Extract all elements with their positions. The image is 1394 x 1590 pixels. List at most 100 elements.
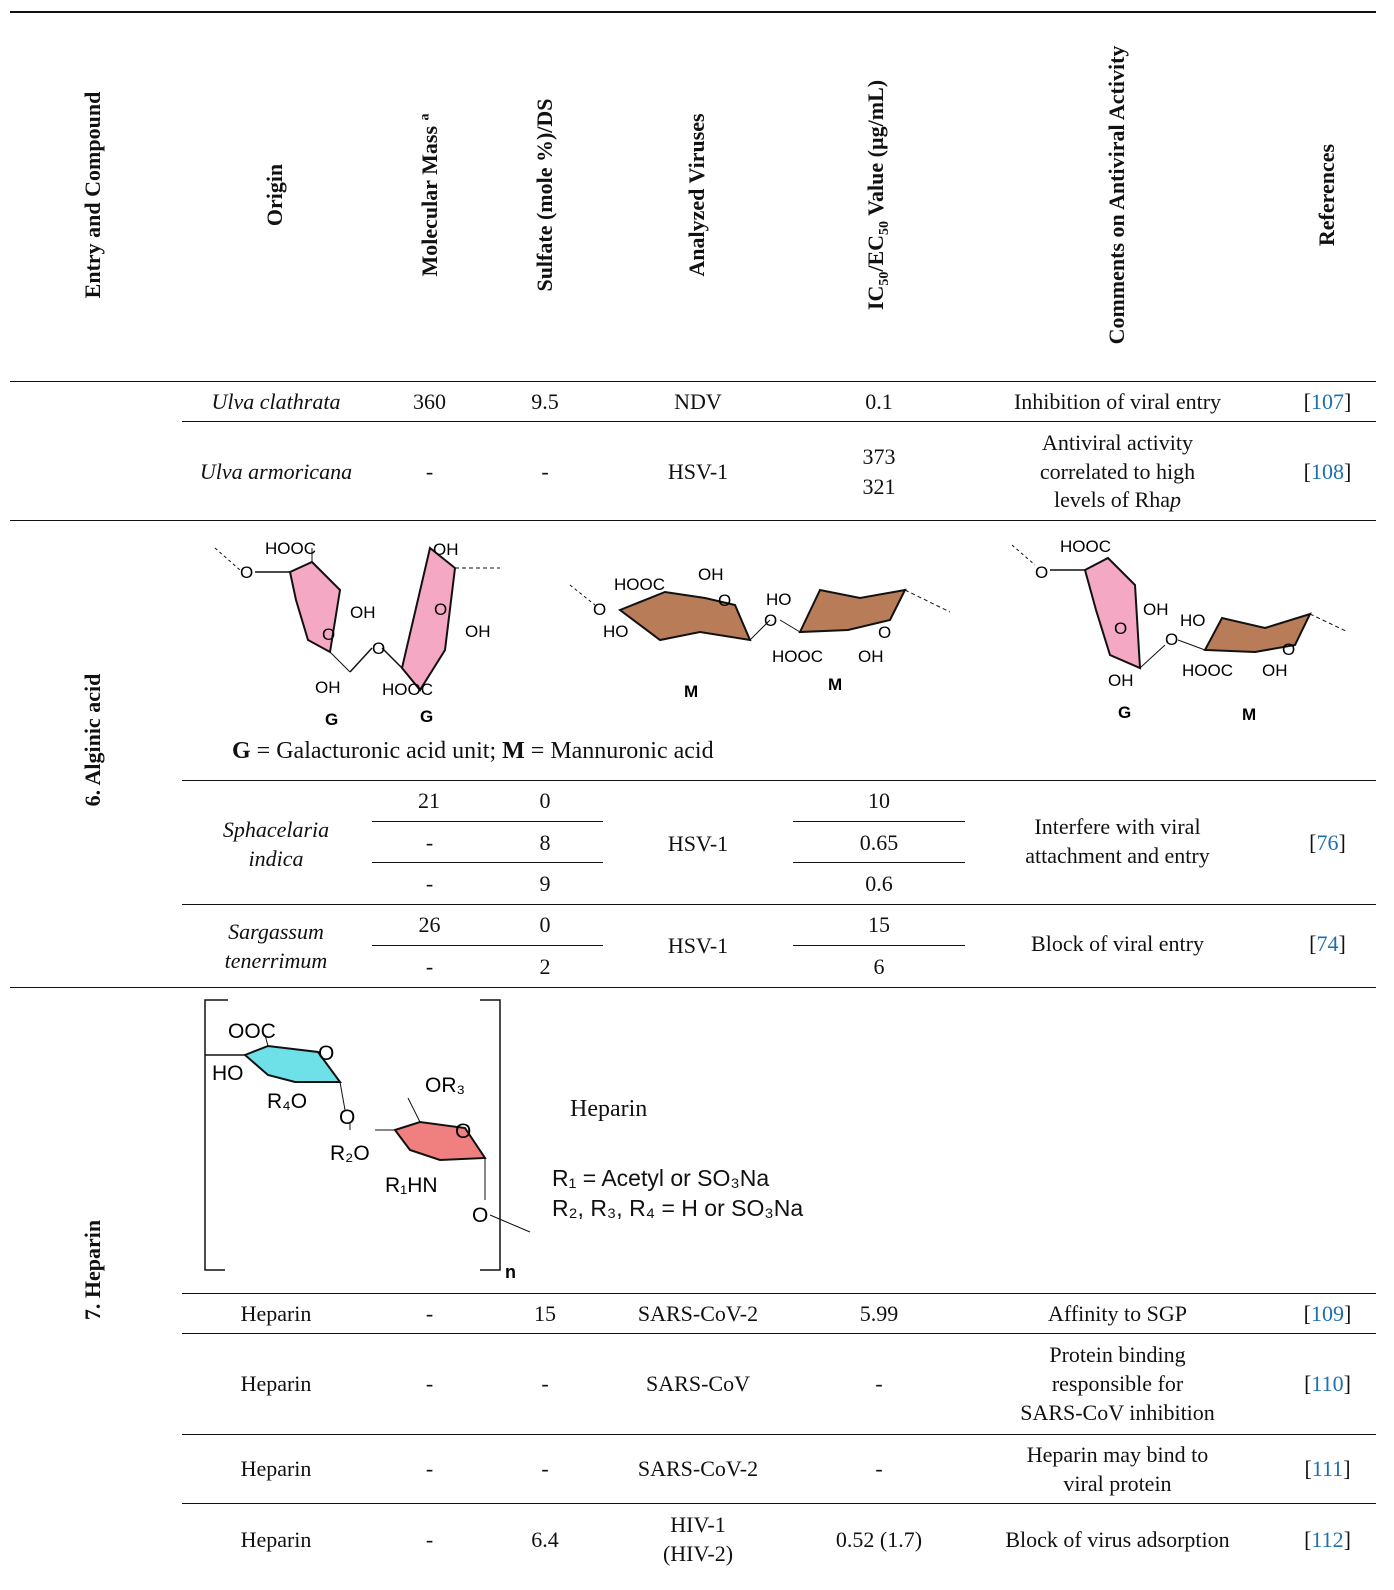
r7-comment1: Heparin may bind to [1026, 1442, 1209, 1467]
sub-rule [372, 945, 603, 946]
r2-origin: Ulva armoricana [199, 459, 353, 484]
r8-virus2: (HIV-2) [662, 1541, 734, 1566]
or3-group: OR₃ [425, 1074, 465, 1097]
hooc-group: HOOC [1182, 661, 1233, 680]
r4-virus: HSV-1 [667, 933, 729, 958]
sub-rule [372, 862, 603, 863]
r1hn-group: R₁HN [385, 1174, 438, 1197]
ref-bracket: ] [1343, 1527, 1351, 1552]
r3-ref[interactable]: [76] [1290, 828, 1365, 857]
o-atom: O [1165, 630, 1178, 649]
r8-mass: - [425, 1527, 434, 1552]
oh-group: OH [1143, 600, 1169, 619]
o-atom: O [240, 563, 253, 582]
ref-link[interactable]: 112 [1311, 1527, 1344, 1552]
o-atom: O [339, 1106, 355, 1129]
ref-link[interactable]: 76 [1316, 830, 1339, 855]
heparin-def1: R₁ = Acetyl or SO₃Na [552, 1165, 770, 1191]
r2-virus: HSV-1 [667, 459, 729, 484]
r1-ref[interactable]: [107] [1290, 387, 1365, 416]
r3-comment1: Interfere with viral [1034, 814, 1201, 839]
oh-group: OH [315, 678, 341, 697]
ref-bracket: [ [1304, 1456, 1312, 1481]
r1-origin: Ulva clathrata [211, 389, 341, 414]
r4-ref[interactable]: [74] [1290, 929, 1365, 958]
r5-ref[interactable]: [109] [1290, 1299, 1365, 1328]
r5-ic: 5.99 [859, 1301, 899, 1326]
r7-ref[interactable]: [111] [1290, 1454, 1365, 1483]
ho-group: HO [766, 590, 792, 609]
ref-link[interactable]: 108 [1311, 459, 1344, 484]
r5-sulfate: 15 [534, 1301, 556, 1326]
oh-group: OH [858, 647, 884, 666]
header-refs: References [1314, 143, 1339, 247]
o-atom: O [593, 600, 606, 619]
r3-ic3: 0.6 [865, 871, 893, 896]
header-sulfate: Sulfate (mole %)/DS [532, 98, 557, 292]
heparin-structure: OOC O HO R₄O O OR₃ O R₂O R₁HN O n [204, 999, 531, 1282]
ref-link[interactable]: 110 [1311, 1371, 1344, 1396]
ho-group: HO [603, 622, 629, 641]
oh-group: OH [433, 540, 459, 559]
ref-bracket: ] [1344, 389, 1352, 414]
r6-ref[interactable]: [110] [1290, 1369, 1365, 1398]
ref-bracket: ] [1343, 1371, 1351, 1396]
ic-sub1: 50 [877, 271, 893, 286]
r8-ic: 0.52 (1.7) [835, 1527, 923, 1552]
ic-post: Value (µg/mL) [862, 79, 888, 221]
oh-group: OH [465, 622, 491, 641]
hooc-group: HOOC [382, 680, 433, 699]
o-atom: O [718, 591, 731, 610]
row-rule [182, 1434, 1376, 1435]
ref-bracket: ] [1344, 459, 1352, 484]
m-label: M [684, 682, 698, 701]
o-atom: O [1035, 563, 1048, 582]
r6-origin: Heparin [240, 1371, 312, 1396]
r2-ref[interactable]: [108] [1290, 457, 1365, 486]
ref-link[interactable]: 111 [1311, 1456, 1344, 1481]
m-label: M [1242, 705, 1256, 724]
r1-virus: NDV [674, 389, 722, 414]
g-label: G [420, 707, 433, 726]
section-alginic-acid: 6. Alginic acid [80, 673, 105, 807]
r1-comment: Inhibition of viral entry [1013, 389, 1222, 414]
r2-comment1: Antiviral activity [1042, 430, 1193, 455]
row-rule [182, 1333, 1376, 1334]
r6-ic: - [875, 1371, 883, 1396]
r3-ic1: 10 [868, 788, 890, 813]
r4-mass1: 26 [418, 912, 441, 937]
ref-bracket: ] [1338, 931, 1346, 956]
r4-ic2: 6 [873, 954, 885, 979]
r2-mass: - [425, 459, 434, 484]
r6-mass: - [425, 1371, 434, 1396]
alginic-legend: G = Galacturonic acid unit; M = Mannuron… [232, 738, 714, 765]
oh-group: OH [1108, 671, 1134, 690]
gg-dimer-structure: O HOOC OH O OH O OH O OH HOOC G G [214, 539, 500, 729]
o-atom: O [372, 639, 385, 658]
r6-comment1: Protein binding [1049, 1342, 1186, 1367]
row-rule [182, 780, 1376, 781]
r7-mass: - [425, 1456, 434, 1481]
r3-sulf3: 9 [539, 871, 551, 896]
ref-link[interactable]: 74 [1316, 931, 1339, 956]
oh-group: OH [698, 565, 724, 584]
r2-ic1: 373 [862, 444, 896, 469]
header-mass-sup: a [417, 113, 433, 121]
r5-mass: - [425, 1301, 434, 1326]
r8-ref[interactable]: [112] [1290, 1525, 1365, 1554]
r3-origin2: indica [248, 846, 304, 871]
ref-link[interactable]: 109 [1311, 1301, 1344, 1326]
r2-ic2: 321 [862, 474, 896, 499]
r5-comment: Affinity to SGP [1048, 1301, 1187, 1326]
ref-bracket: [ [1304, 1527, 1312, 1552]
section-rule [10, 987, 1376, 988]
o-atom: O [878, 623, 891, 642]
ref-link[interactable]: 107 [1311, 389, 1344, 414]
hooc-group: HOOC [265, 539, 316, 558]
r4-sulf2: 2 [539, 954, 551, 979]
repeat-n: n [505, 1262, 516, 1282]
row-rule [182, 904, 1376, 905]
header-mass-text: Molecular Mass [417, 125, 442, 277]
r8-origin: Heparin [240, 1527, 312, 1552]
header-entry: Entry and Compound [80, 91, 105, 299]
